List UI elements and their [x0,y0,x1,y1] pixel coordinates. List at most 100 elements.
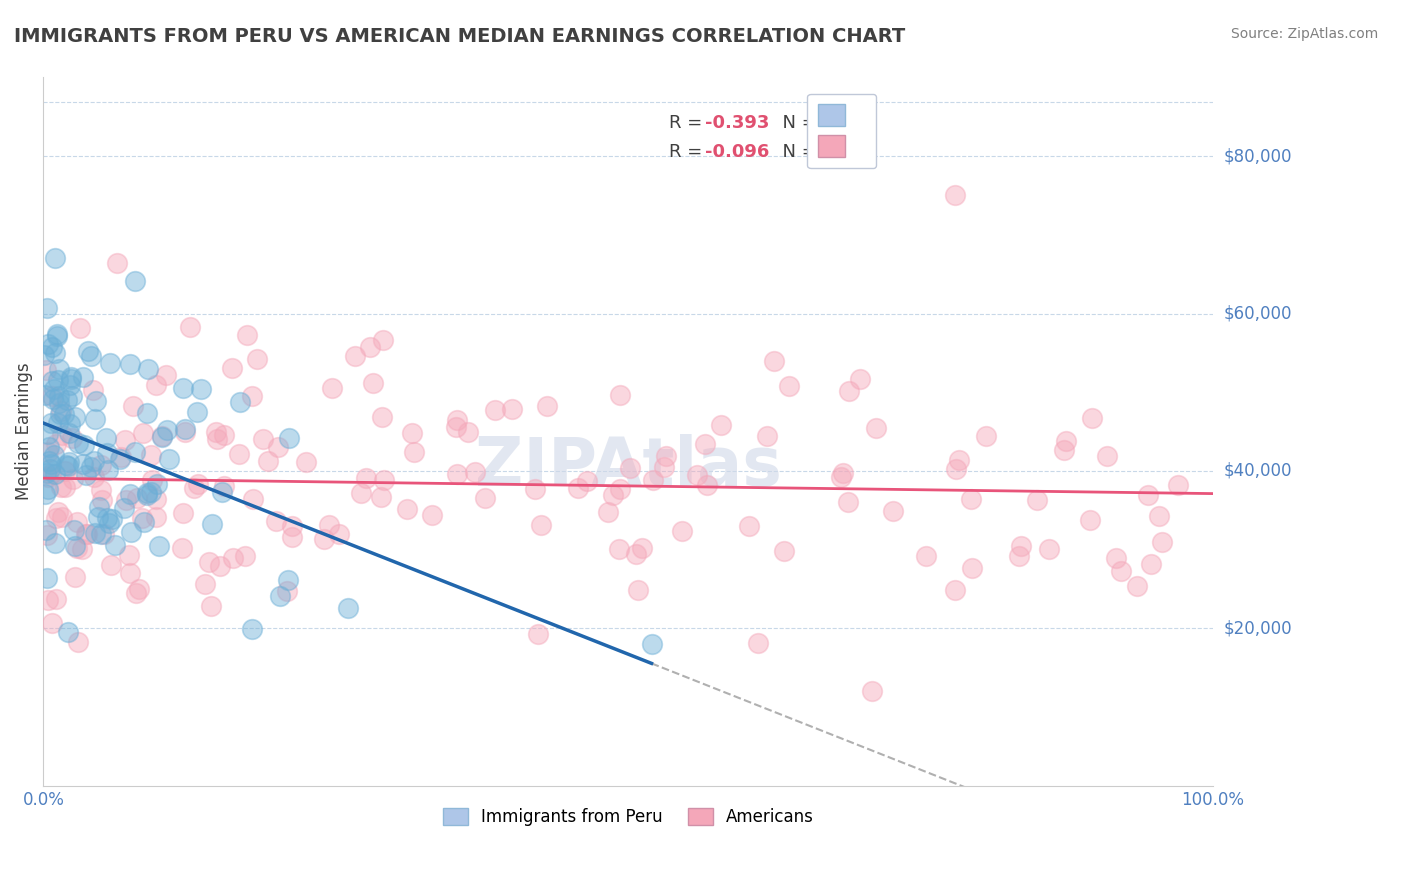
Point [124,445,146,459]
Point [75,467,97,482]
Point [66,541,89,555]
Point [170,541,193,555]
Point [87,500,110,515]
Point [48,362,70,376]
Point [141,473,163,487]
Point [321,381,343,395]
Point [343,349,366,363]
Point [276,583,298,598]
Text: $60,000: $60,000 [1225,304,1292,323]
Point [336,601,359,615]
Point [34,524,56,538]
Point [200,599,222,614]
Y-axis label: Median Earnings: Median Earnings [15,363,32,500]
Point [35,571,58,585]
Point [46,416,69,430]
Point [619,460,641,475]
Point [46,373,69,387]
Point [37,469,59,483]
Point [128,582,150,596]
Point [148,539,170,553]
Point [150,429,173,443]
Point [686,467,709,482]
Point [60,370,83,384]
Point [118,357,141,371]
Point [602,487,624,501]
Point [44,536,66,550]
Point [53,464,76,478]
Text: ZIPAtlas: ZIPAtlas [475,434,782,500]
Point [252,433,274,447]
Point [41,389,63,403]
Point [763,354,786,368]
Point [56,458,79,473]
Text: R =: R = [669,143,709,161]
Point [1008,549,1031,564]
Point [484,403,506,417]
Point [179,320,201,334]
Point [976,429,998,443]
Point [112,501,135,516]
Point [756,429,779,443]
Point [172,381,194,395]
Point [96,511,118,525]
Point [97,463,120,477]
Point [56,624,79,639]
Point [420,508,443,522]
Point [70,542,93,557]
Point [269,590,291,604]
Point [58,455,80,469]
Point [212,428,235,442]
Point [77,344,100,359]
Point [831,466,853,480]
Text: R =: R = [669,114,709,133]
Point [60,389,83,403]
Point [145,377,167,392]
Point [693,437,716,451]
Point [108,452,131,467]
Point [58,417,80,431]
Point [1105,551,1128,566]
Point [1026,492,1049,507]
Point [59,377,82,392]
Point [280,519,302,533]
Point [474,491,496,505]
Point [132,425,155,440]
Point [229,395,252,409]
Point [627,582,650,597]
Point [136,362,159,376]
Point [84,525,107,540]
Point [51,404,73,418]
Point [37,337,59,351]
Point [318,518,340,533]
Point [526,627,548,641]
Point [277,573,299,587]
Point [173,422,195,436]
Point [41,374,63,388]
Point [65,410,87,425]
Point [53,407,76,421]
Point [671,524,693,539]
Point [174,425,197,439]
Point [312,532,335,546]
Point [1081,411,1104,425]
Point [46,505,69,519]
Point [35,466,58,480]
Point [246,352,269,367]
Point [37,426,59,441]
Point [943,188,966,202]
Point [1125,579,1147,593]
Point [118,486,141,500]
Text: IMMIGRANTS FROM PERU VS AMERICAN MEDIAN EARNINGS CORRELATION CHART: IMMIGRANTS FROM PERU VS AMERICAN MEDIAN … [14,27,905,45]
Point [278,431,301,445]
Point [567,481,589,495]
Point [38,453,60,467]
Text: -0.393: -0.393 [706,114,769,133]
Point [76,527,98,541]
Point [90,458,112,472]
Point [121,399,143,413]
Point [233,549,256,563]
Point [41,341,63,355]
Point [72,370,94,384]
Point [396,501,419,516]
